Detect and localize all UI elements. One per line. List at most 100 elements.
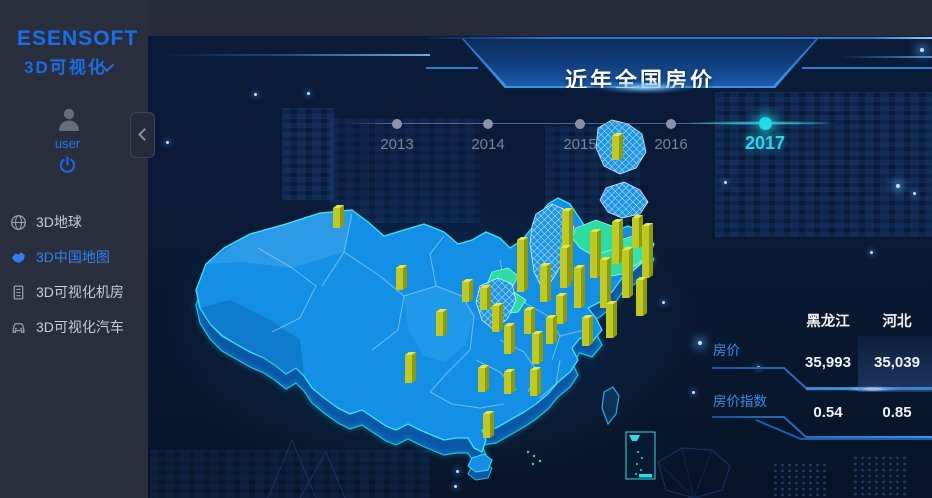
brand-product: 3D可视化 (24, 58, 107, 77)
globe-icon (11, 214, 26, 230)
price-bar (504, 369, 515, 394)
taiwan-island (601, 386, 620, 426)
sidebar-item-label: 3D可视化汽车 (36, 319, 124, 335)
south-china-sea-inset (625, 431, 656, 480)
light-streak (840, 56, 932, 58)
price-bar (462, 279, 473, 302)
sidebar-item-label: 3D地球 (36, 214, 82, 230)
china-map-icon (12, 251, 25, 263)
price-bar (556, 293, 567, 324)
price-bar (478, 365, 489, 392)
timeline-dot-2013[interactable] (392, 119, 402, 129)
title-banner-fill (464, 39, 816, 86)
hainan-island (467, 453, 493, 473)
sidebar-collapse-handle[interactable] (130, 112, 155, 158)
price-bars-layer (333, 133, 653, 438)
price-bar (540, 263, 551, 302)
star-dot (166, 141, 169, 144)
price-bar (524, 307, 535, 334)
chevron-left-icon (138, 128, 151, 141)
star-dot (692, 391, 695, 394)
price-bar (333, 205, 344, 228)
price-bar (582, 315, 593, 346)
star-dot (698, 341, 702, 345)
timeline-line (348, 123, 830, 124)
sidebar: ESENSOFT 3D可视化 user 3D地球 (0, 0, 148, 498)
timeline-year-2014[interactable]: 2014 (471, 136, 505, 153)
row-label-price: 房价 (713, 343, 740, 358)
brand-logo: ESENSOFT (17, 27, 139, 50)
price-bar (517, 237, 528, 292)
pixel-texture (715, 92, 932, 237)
sidebar-item-3d-car[interactable]: 3D可视化汽车 (0, 312, 148, 342)
gem-wireframe (657, 447, 731, 498)
dot-building-texture (772, 462, 828, 498)
price-bar (483, 411, 494, 438)
row-label-price-index: 房价指数 (713, 394, 767, 409)
car-icon (12, 322, 25, 333)
banner-wing-left (426, 67, 478, 69)
top-strip (0, 0, 932, 36)
timeline-year-2015[interactable]: 2015 (563, 136, 597, 153)
price-bar (600, 257, 611, 308)
dot-building-texture (852, 455, 910, 498)
price-bar (504, 323, 515, 354)
sidebar-item-label: 3D可视化机房 (36, 284, 124, 300)
price-bar (546, 315, 557, 344)
frame-line (755, 419, 932, 440)
price-bar (436, 309, 447, 336)
star-dot (870, 251, 873, 254)
pixel-texture (282, 108, 334, 200)
price-bar (612, 219, 623, 264)
star-dot (913, 192, 916, 195)
price-bar (532, 331, 543, 364)
price-bar (606, 301, 617, 338)
price-bar (530, 367, 541, 396)
price-bar (612, 133, 623, 160)
timeline-year-2013[interactable]: 2013 (380, 136, 414, 153)
star-dot (920, 48, 924, 52)
price-index-hebei: 0.85 (882, 404, 912, 421)
province-shade (206, 210, 352, 268)
sea-island-dots (526, 450, 542, 466)
timeline-dot-2016[interactable] (666, 119, 676, 129)
banner-top-line (428, 37, 932, 39)
highlighted-column-band (858, 336, 932, 392)
star-dot (724, 181, 727, 184)
banner-wing-right (802, 67, 932, 69)
price-bar (632, 215, 643, 248)
user-name: user (54, 136, 81, 151)
price-bar (590, 229, 601, 278)
timeline-dot-2014[interactable] (483, 119, 493, 129)
sidebar-item-3d-server-room[interactable]: 3D可视化机房 (0, 277, 148, 307)
sidebar-item-3d-china-map[interactable]: 3D中国地图 (0, 242, 148, 272)
timeline-dot-2017[interactable] (759, 117, 772, 130)
province-shade (200, 300, 304, 376)
banner-bottom-glow (595, 81, 695, 94)
sidebar-item-label: 3D中国地图 (36, 249, 110, 265)
user-avatar-icon[interactable] (56, 106, 82, 133)
star-dot (307, 92, 310, 95)
wire-lines (267, 438, 346, 498)
star-dot (454, 485, 457, 488)
timeline-year-2017[interactable]: 2017 (744, 133, 786, 153)
star-dot (254, 93, 257, 96)
timeline-dot-2015[interactable] (575, 119, 585, 129)
power-icon[interactable] (59, 156, 76, 173)
price-value-hebei: 35,039 (874, 354, 920, 371)
price-bar (574, 265, 585, 308)
price-value-heilongjiang: 35,993 (805, 354, 851, 371)
timeline-year-2016[interactable]: 2016 (654, 136, 688, 153)
sidebar-item-3d-earth[interactable]: 3D地球 (0, 207, 148, 237)
price-index-heilongjiang: 0.54 (813, 404, 843, 421)
glow-core-bright (864, 387, 882, 391)
price-bar (396, 265, 407, 290)
star-dot (896, 184, 900, 188)
price-bar (480, 285, 491, 310)
column-header-hebei: 河北 (882, 314, 912, 330)
price-bar (642, 223, 653, 278)
server-room-icon (13, 284, 24, 300)
price-bar (492, 303, 503, 332)
